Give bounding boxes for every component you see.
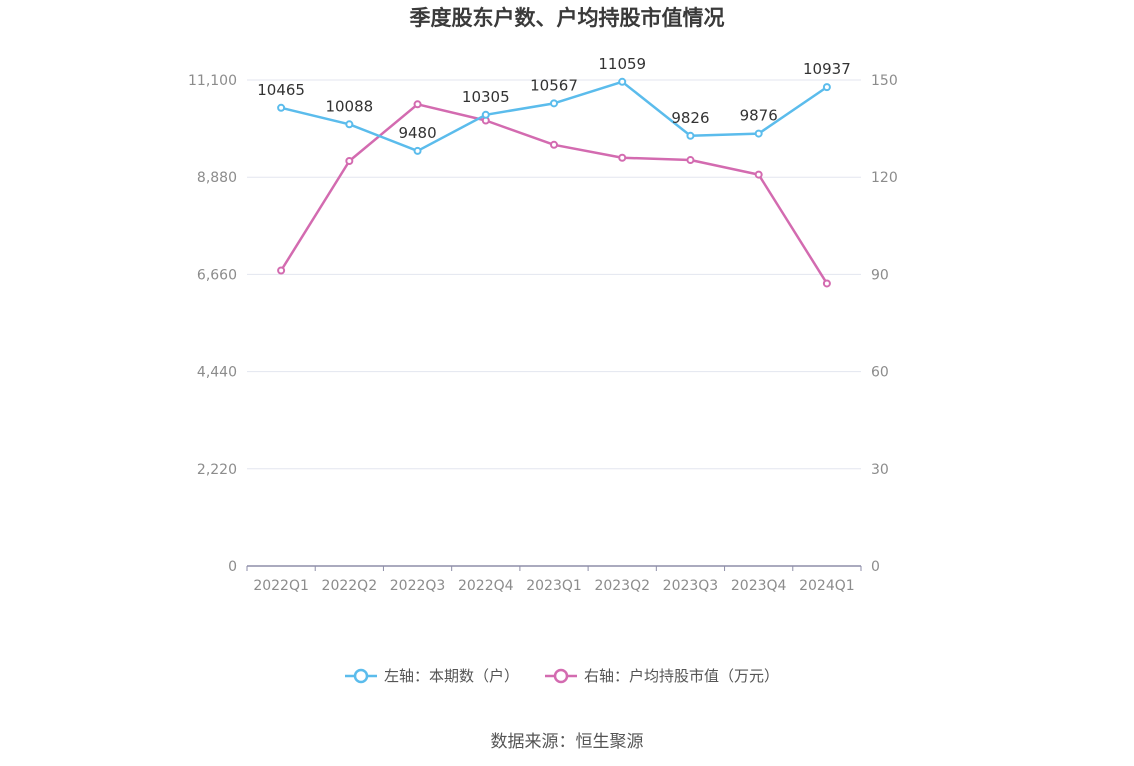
data-label: 10088 bbox=[325, 97, 373, 115]
x-tick-label: 2022Q2 bbox=[322, 578, 378, 594]
data-label: 9826 bbox=[671, 109, 709, 127]
data-point bbox=[754, 170, 763, 179]
source-note: 数据来源：恒生聚源 bbox=[491, 732, 644, 752]
data-point bbox=[618, 153, 627, 162]
legend[interactable]: 左轴：本期数（户） 右轴：户均持股市值（万元） bbox=[345, 667, 779, 685]
left-axis-ticks: 0 2,220 4,440 6,660 8,880 11,100 bbox=[188, 73, 237, 575]
legend-item-1[interactable]: 右轴：户均持股市值（万元） bbox=[545, 667, 779, 685]
legend-label: 左轴：本期数（户） bbox=[384, 667, 519, 685]
left-tick-label: 8,880 bbox=[197, 170, 237, 186]
data-labels: 10465 10088 9480 10305 10567 11059 9826 9876 109… bbox=[257, 55, 850, 142]
chart-title: 季度股东户数、户均持股市值情况 bbox=[410, 6, 725, 30]
x-tick-label: 2022Q4 bbox=[458, 578, 514, 594]
data-point bbox=[822, 83, 831, 92]
data-point bbox=[550, 140, 558, 149]
legend-item-0[interactable]: 左轴：本期数（户） bbox=[345, 667, 519, 685]
left-tick-label: 11,100 bbox=[188, 73, 237, 89]
x-tick-label: 2023Q1 bbox=[526, 578, 582, 594]
data-point bbox=[618, 77, 627, 86]
left-tick-label: 0 bbox=[228, 559, 237, 575]
data-point bbox=[686, 156, 695, 165]
left-tick-label: 4,440 bbox=[197, 365, 237, 381]
x-axis-ticks: 2022Q1 2022Q2 2022Q3 2022Q4 2023Q1 2023Q2 2023… bbox=[246, 566, 862, 594]
right-axis-ticks: 0 30 60 90 120 150 bbox=[871, 73, 898, 575]
x-tick-label: 2023Q4 bbox=[731, 578, 787, 594]
data-point bbox=[345, 120, 354, 129]
series-line-1 bbox=[280, 103, 828, 285]
legend-label: 右轴：户均持股市值（万元） bbox=[584, 667, 779, 685]
data-label: 10465 bbox=[257, 81, 305, 99]
data-point bbox=[413, 146, 422, 155]
right-tick-label: 90 bbox=[871, 267, 889, 283]
data-label: 9876 bbox=[740, 107, 778, 125]
data-point bbox=[822, 279, 831, 288]
data-point bbox=[277, 266, 286, 275]
x-tick-label: 2022Q1 bbox=[253, 578, 309, 594]
right-tick-label: 60 bbox=[871, 365, 889, 381]
data-point bbox=[413, 100, 422, 109]
x-tick-label: 2023Q2 bbox=[594, 578, 650, 594]
data-point bbox=[754, 129, 763, 138]
right-tick-label: 150 bbox=[871, 73, 898, 89]
data-label: 11059 bbox=[598, 55, 646, 73]
legend-marker bbox=[353, 668, 369, 684]
left-tick-label: 6,660 bbox=[197, 267, 237, 283]
x-tick-label: 2023Q3 bbox=[663, 578, 719, 594]
data-point bbox=[686, 131, 695, 140]
legend-marker bbox=[553, 668, 569, 684]
x-tick-label: 2022Q3 bbox=[390, 578, 446, 594]
data-label: 10937 bbox=[803, 60, 851, 78]
series-points bbox=[277, 77, 831, 288]
right-tick-label: 0 bbox=[871, 559, 880, 575]
data-point bbox=[481, 110, 490, 119]
data-label: 10567 bbox=[530, 76, 578, 94]
data-point bbox=[277, 103, 286, 112]
grid-lines bbox=[247, 79, 861, 567]
data-point bbox=[550, 99, 558, 108]
right-tick-label: 30 bbox=[871, 462, 889, 478]
data-label: 9480 bbox=[398, 124, 436, 142]
x-tick-label: 2024Q1 bbox=[799, 578, 855, 594]
right-tick-label: 120 bbox=[871, 170, 898, 186]
data-point bbox=[345, 157, 354, 165]
data-label: 10305 bbox=[462, 88, 510, 106]
left-tick-label: 2,220 bbox=[197, 462, 237, 478]
